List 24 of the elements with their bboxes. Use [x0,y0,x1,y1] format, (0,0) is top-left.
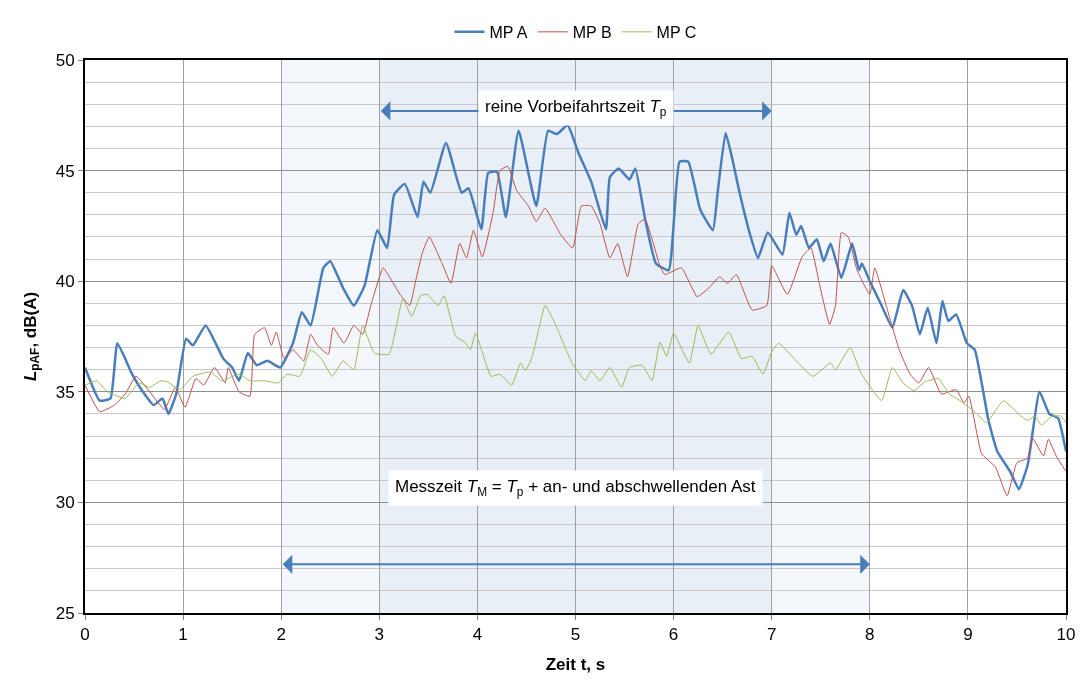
y-tick-label: 40 [55,272,75,292]
x-tick-label: 2 [276,625,286,645]
x-axis-title: Zeit t, s [545,655,606,675]
x-tick-label: 4 [472,625,483,645]
x-tick-label: 6 [668,625,679,645]
x-tick-label: 8 [865,625,875,645]
legend-label: MP C [656,24,697,42]
legend-label: MP B [572,24,612,42]
x-tick-label: 1 [178,625,188,645]
x-tick-label: 7 [766,625,777,645]
y-tick-label: 50 [55,50,75,70]
y-tick-label: 35 [55,382,75,402]
band-label: Messzeit T$_{M}$ = T$_{p}$ + an- und abschwellenden Ast [395,477,756,499]
x-tick-label: 5 [570,625,581,645]
band-label: reine Vorbeifahrtszeit T$_{p}$ [485,97,667,119]
y-tick-label: 45 [55,161,75,181]
y-tick-label: 30 [55,493,75,513]
x-tick-label: 3 [374,625,385,645]
x-tick-label: 10 [1056,625,1076,645]
legend-label: MP A [489,24,528,42]
x-tick-label: 0 [80,625,90,645]
x-tick-label: 9 [963,625,973,645]
line-series [85,293,1066,426]
y-tick-label: 25 [55,603,75,623]
